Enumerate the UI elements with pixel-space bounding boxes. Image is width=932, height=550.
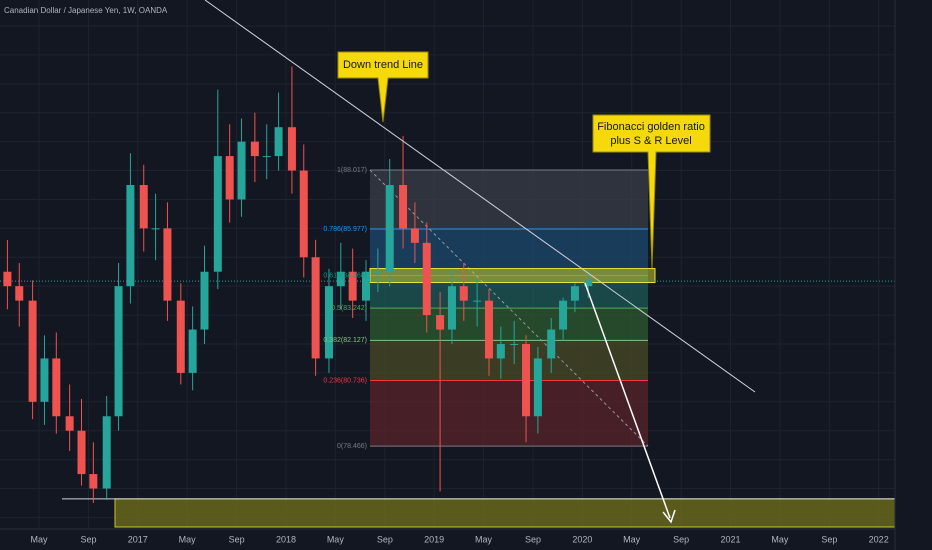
x-tick-label: Sep bbox=[525, 534, 541, 544]
x-tick-label: 2020 bbox=[572, 534, 592, 544]
candle-body bbox=[547, 329, 556, 359]
candle-body bbox=[40, 358, 49, 402]
candle-body bbox=[473, 300, 482, 302]
x-tick-label: Sep bbox=[821, 534, 837, 544]
x-tick-label: May bbox=[30, 534, 48, 544]
candle-body bbox=[225, 156, 234, 200]
candle-body bbox=[3, 271, 12, 287]
support-zone bbox=[114, 498, 896, 528]
fib-zone bbox=[370, 380, 648, 447]
x-tick-label: May bbox=[771, 534, 789, 544]
x-tick-label: 2022 bbox=[869, 534, 889, 544]
candle-body bbox=[584, 280, 593, 287]
callout-box bbox=[592, 114, 711, 269]
candle-body bbox=[126, 185, 135, 287]
candle-body bbox=[139, 185, 148, 229]
price-axis bbox=[895, 0, 932, 550]
candle-body bbox=[570, 286, 579, 301]
fib-label: 0(78.466) bbox=[337, 443, 367, 450]
candle-body bbox=[385, 185, 394, 272]
fib-label: 0.618(84.368) bbox=[323, 272, 367, 279]
candle-body bbox=[188, 329, 197, 373]
callout-box bbox=[337, 51, 429, 123]
candle-body bbox=[89, 474, 98, 489]
fib-trend bbox=[369, 169, 649, 447]
callout: Fibonacci golden ratio plus S & R Level bbox=[592, 114, 711, 269]
x-tick-label: 2021 bbox=[721, 534, 741, 544]
candle-body bbox=[28, 300, 37, 402]
candle-body bbox=[299, 170, 308, 258]
candle-body bbox=[348, 271, 357, 301]
candle-body bbox=[200, 271, 209, 330]
candle-body bbox=[77, 430, 86, 475]
fib-zone bbox=[370, 308, 648, 341]
candle-body bbox=[410, 228, 419, 243]
candle-body bbox=[362, 271, 371, 301]
candle-body bbox=[484, 300, 493, 359]
candle-body bbox=[422, 242, 431, 316]
fib-label: 0.5(83.242) bbox=[331, 305, 367, 312]
x-tick-label: May bbox=[179, 534, 197, 544]
candle-body bbox=[522, 343, 531, 417]
x-tick-label: Sep bbox=[80, 534, 96, 544]
candle-body bbox=[459, 286, 468, 301]
candle-body bbox=[163, 228, 172, 301]
candle-body bbox=[447, 286, 456, 330]
x-tick-label: Sep bbox=[673, 534, 689, 544]
candle-body bbox=[114, 286, 123, 417]
fib-label: 0.236(80.736) bbox=[323, 377, 367, 384]
x-tick-label: 2017 bbox=[128, 534, 148, 544]
fib-label: 0.786(85.977) bbox=[323, 226, 367, 233]
golden-zone bbox=[369, 268, 656, 284]
x-tick-label: May bbox=[327, 534, 345, 544]
candle-body bbox=[65, 416, 74, 431]
candle-body bbox=[176, 300, 185, 373]
candle-body bbox=[250, 141, 259, 157]
candle-body bbox=[373, 271, 382, 273]
arrow-head bbox=[662, 509, 676, 524]
candle-body bbox=[324, 286, 333, 359]
candle-body bbox=[559, 300, 568, 330]
candle-body bbox=[399, 185, 408, 229]
candle-body bbox=[274, 127, 283, 157]
fib-zone bbox=[370, 170, 648, 230]
x-tick-label: Sep bbox=[377, 534, 393, 544]
candle-body bbox=[52, 358, 61, 417]
candle-body bbox=[15, 286, 24, 301]
candles bbox=[3, 66, 593, 503]
candle-body bbox=[336, 271, 345, 287]
candle-body bbox=[510, 343, 519, 345]
candle-body bbox=[237, 141, 246, 200]
callout: Down trend Line bbox=[337, 51, 429, 123]
callout-text: plus S & R Level bbox=[610, 135, 691, 147]
callout-text: Fibonacci golden ratio bbox=[597, 121, 705, 133]
candle-body bbox=[496, 343, 505, 359]
candle-body bbox=[213, 156, 222, 272]
fib-label: 1(88.017) bbox=[337, 167, 367, 174]
candle-body bbox=[311, 257, 320, 359]
candle-body bbox=[262, 156, 271, 158]
candle-body bbox=[102, 416, 111, 489]
x-tick-label: 2018 bbox=[276, 534, 296, 544]
x-tick-label: 2019 bbox=[424, 534, 444, 544]
projection-arrow bbox=[584, 282, 671, 519]
fib-zone bbox=[370, 340, 648, 381]
callout-text: Down trend Line bbox=[343, 59, 423, 71]
x-tick-label: May bbox=[475, 534, 493, 544]
x-tick-label: Sep bbox=[229, 534, 245, 544]
candle-body bbox=[533, 358, 542, 417]
chart-title: Canadian Dollar / Japanese Yen, 1W, OAND… bbox=[4, 6, 168, 15]
fib-label: 0.382(82.127) bbox=[323, 337, 367, 344]
candle-body bbox=[287, 127, 296, 171]
candle-body bbox=[436, 315, 445, 330]
down-trend-line bbox=[204, 0, 756, 393]
x-tick-label: May bbox=[623, 534, 641, 544]
candle-body bbox=[151, 228, 160, 230]
